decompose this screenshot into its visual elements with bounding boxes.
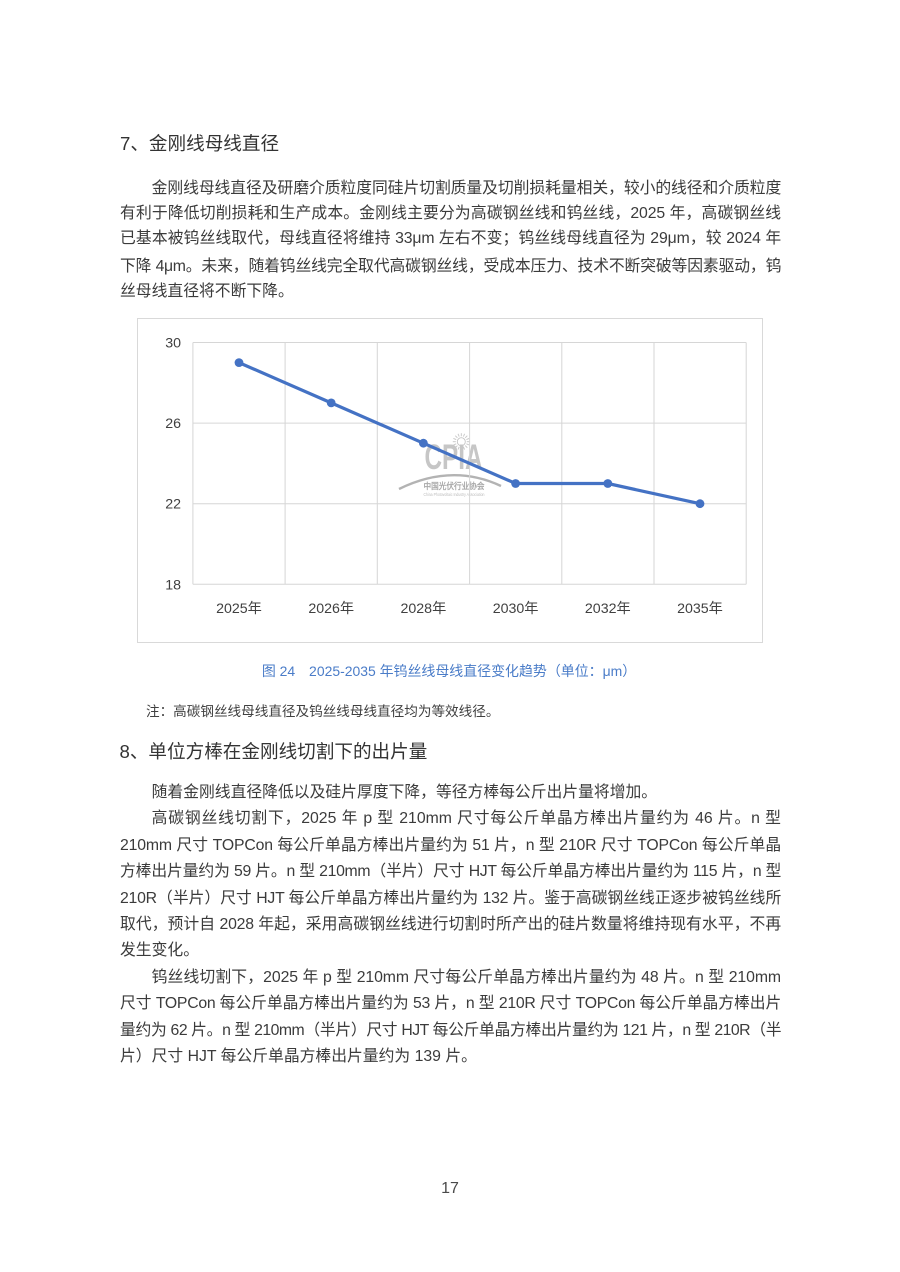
svg-text:18: 18: [165, 577, 181, 593]
svg-text:2026年: 2026年: [308, 601, 354, 617]
svg-text:2028年: 2028年: [401, 601, 447, 617]
svg-text:2032年: 2032年: [585, 601, 631, 617]
svg-text:中国光伏行业协会: 中国光伏行业协会: [424, 480, 485, 491]
svg-text:2030年: 2030年: [493, 601, 539, 617]
svg-text:2025年: 2025年: [216, 601, 262, 617]
svg-text:22: 22: [165, 497, 181, 513]
svg-text:China Photovoltaic Industry As: China Photovoltaic Industry Association: [424, 492, 486, 497]
svg-text:2035年: 2035年: [677, 601, 723, 617]
svg-text:30: 30: [165, 336, 181, 352]
svg-text:26: 26: [165, 416, 181, 432]
